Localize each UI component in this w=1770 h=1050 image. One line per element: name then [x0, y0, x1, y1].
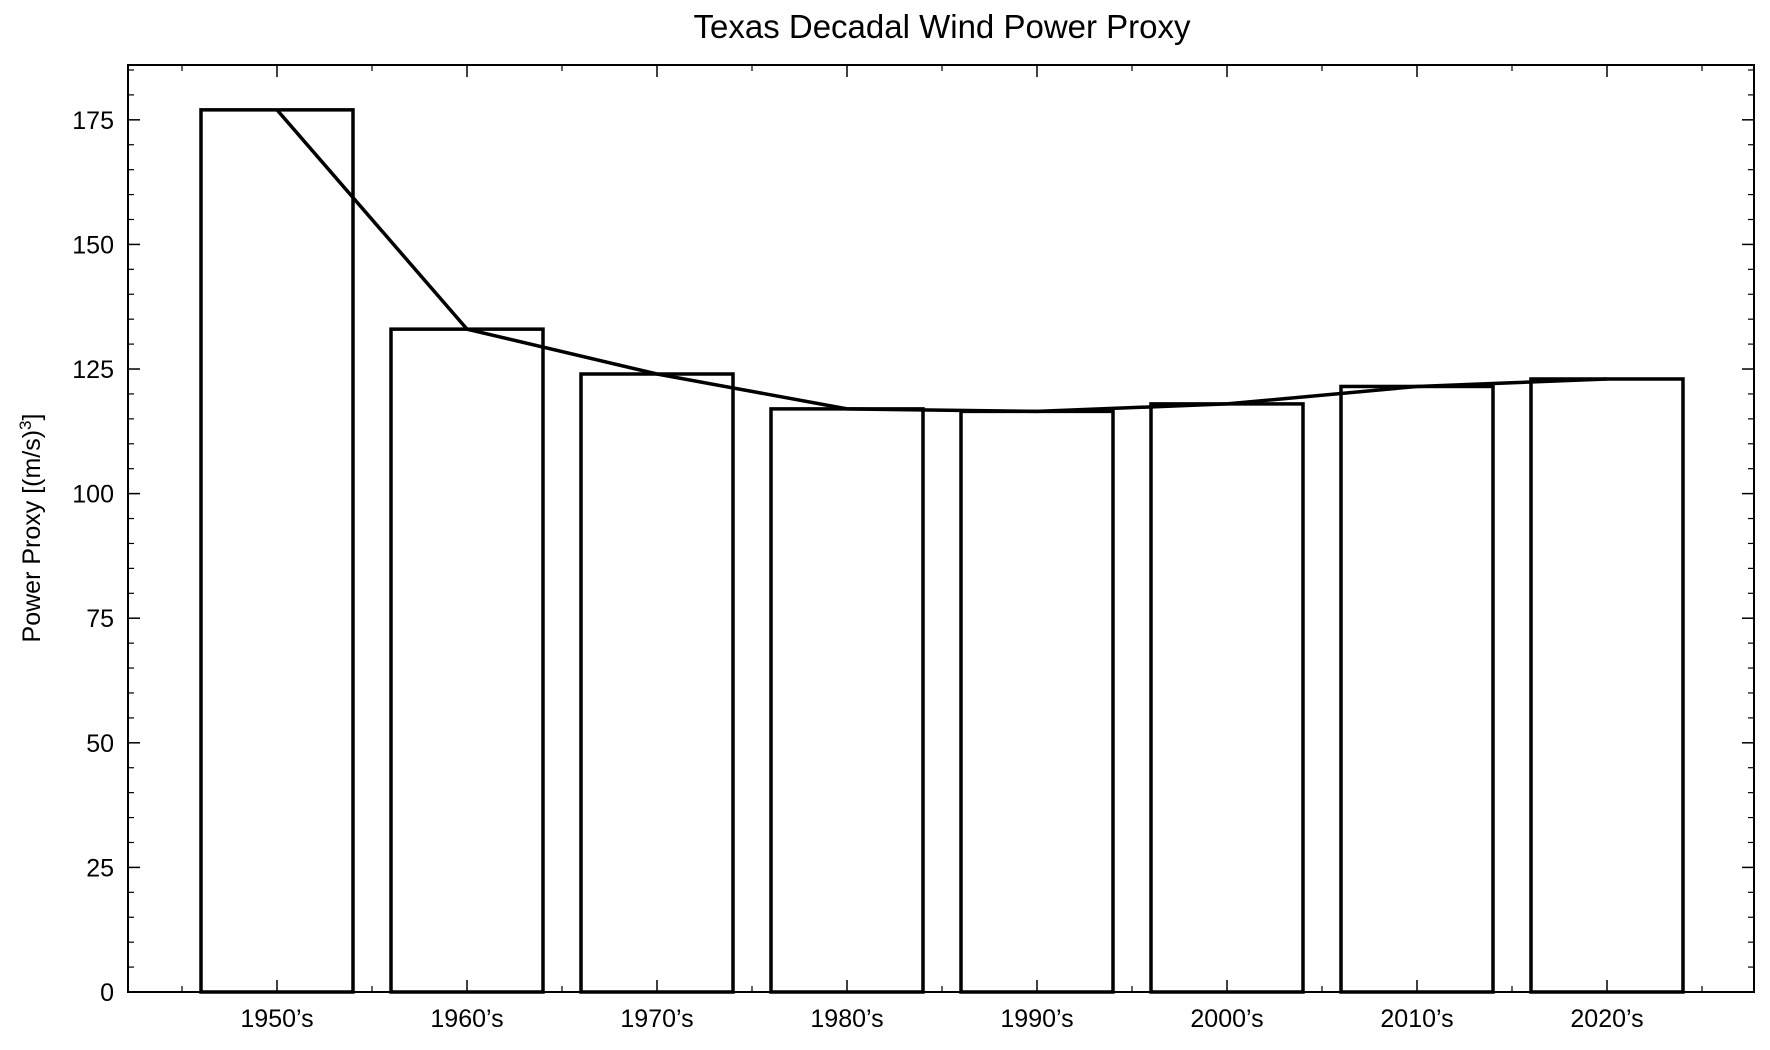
bar-1970’s	[579, 372, 735, 994]
plot-area-frame	[127, 64, 1755, 993]
tick-labels-layer: 0 25 50 75 100 125 150 175 1950’s 1960’s 1970’s 198…	[72, 107, 1643, 1033]
bar-2020’s	[1529, 377, 1685, 994]
x-tick-label: 1990’s	[1000, 1005, 1073, 1033]
chart-title: Texas Decadal Wind Power Proxy	[693, 8, 1191, 45]
y-tick-label: 125	[72, 356, 114, 384]
y-tick-label: 25	[86, 854, 114, 882]
y-tick-label: 0	[100, 979, 114, 1007]
x-tick-label: 2010’s	[1380, 1005, 1453, 1033]
y-tick-label: 150	[72, 231, 114, 259]
bar-1990’s	[959, 409, 1115, 994]
y-axis-label-superscript: 3	[16, 420, 35, 429]
bar-1950’s	[199, 108, 355, 994]
y-axis-label-suffix: ]	[18, 414, 46, 421]
x-tick-label: 1950’s	[240, 1005, 313, 1033]
bar-2000’s	[1149, 402, 1305, 994]
bar-1960’s	[389, 327, 545, 994]
y-tick-label: 175	[72, 107, 114, 135]
trend-line	[275, 108, 1608, 414]
x-tick-label: 1960’s	[430, 1005, 503, 1033]
bars-layer	[199, 108, 1685, 994]
x-tick-label: 2020’s	[1570, 1005, 1643, 1033]
ticks-layer	[128, 65, 1754, 993]
bar-1980’s	[769, 407, 925, 994]
line-layer	[275, 108, 1608, 414]
y-tick-label: 50	[86, 730, 114, 758]
bar-2010’s	[1339, 384, 1495, 994]
y-axis-label: Power Proxy [(m/s)3]	[16, 414, 47, 643]
x-tick-label: 2000’s	[1190, 1005, 1263, 1033]
y-axis-label-text: Power Proxy [(m/s)	[18, 430, 46, 643]
x-tick-label: 1970’s	[620, 1005, 693, 1033]
y-tick-label: 100	[72, 481, 114, 509]
x-tick-label: 1980’s	[810, 1005, 883, 1033]
y-tick-label: 75	[86, 605, 114, 633]
